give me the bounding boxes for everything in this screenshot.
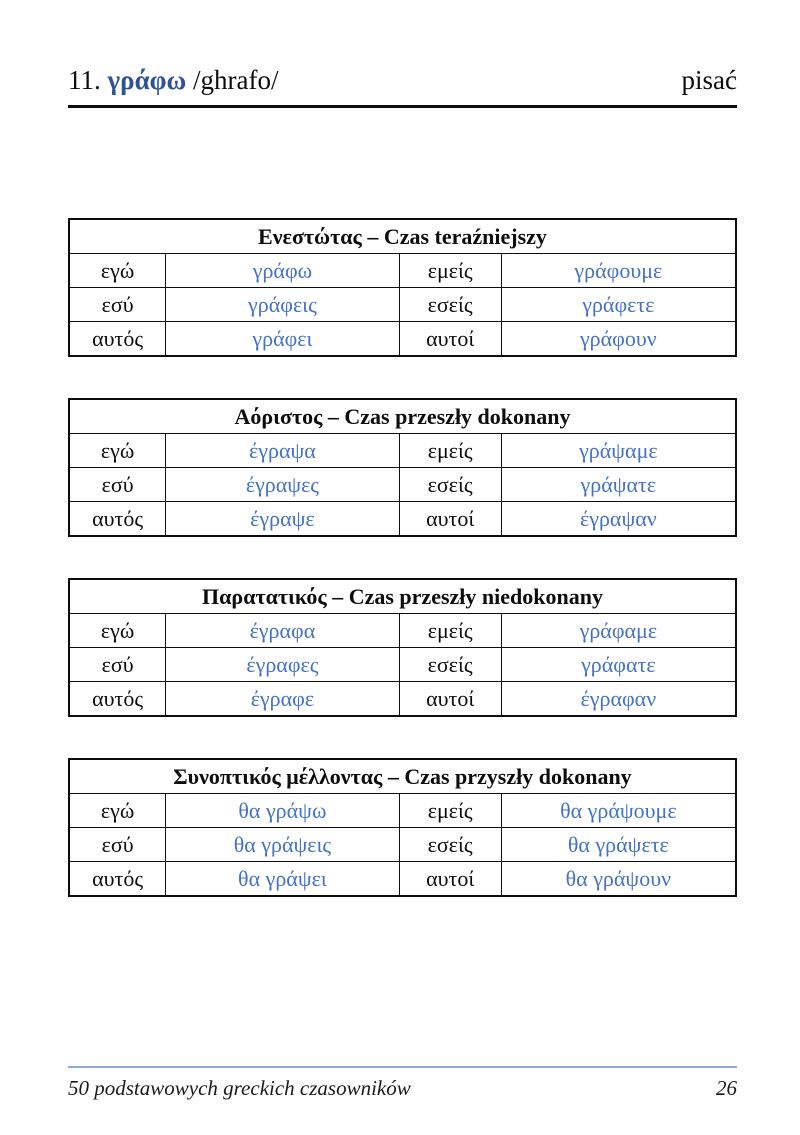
verb-cell: θα γράψεις xyxy=(165,827,400,863)
pronoun-cell: εμείς xyxy=(398,253,502,289)
table-row: εγώ θα γράψω εμείς θα γράψουμε xyxy=(68,793,737,829)
verb-cell: θα γράψουμε xyxy=(500,793,737,829)
table-title: Αόριστος – Czas przeszły dokonany xyxy=(68,398,737,435)
verb-cell: γράφετε xyxy=(500,287,737,323)
pronoun-cell: εγώ xyxy=(68,613,167,649)
verb-cell: γράφουμε xyxy=(500,253,737,289)
pronoun-cell: εσείς xyxy=(398,287,502,323)
pronoun-cell: εγώ xyxy=(68,253,167,289)
page-footer: 50 podstawowych greckich czasowników 26 xyxy=(68,1066,737,1101)
pronoun-cell: εγώ xyxy=(68,793,167,829)
verb-cell: θα γράψω xyxy=(165,793,400,829)
pronoun-cell: αυτοί xyxy=(398,681,502,717)
document-page: 11. γράφω /ghrafo/ pisać Ενεστώτας – Cza… xyxy=(68,0,737,898)
pronoun-cell: εγώ xyxy=(68,433,167,469)
pronoun-cell: αυτοί xyxy=(398,321,502,357)
conjugation-table-present: Ενεστώτας – Czas teraźniejszy εγώ γράφω … xyxy=(68,218,737,358)
pronoun-cell: εσύ xyxy=(68,287,167,323)
pronoun-cell: αυτός xyxy=(68,501,167,537)
pronoun-cell: αυτοί xyxy=(398,861,502,897)
table-row: αυτός έγραφε αυτοί έγραφαν xyxy=(68,681,737,717)
table-title-row: Παρατατικός – Czas przeszły niedokonany xyxy=(68,578,737,615)
conjugation-table-imperfect: Παρατατικός – Czas przeszły niedokonany … xyxy=(68,578,737,718)
verb-cell: γράφω xyxy=(165,253,400,289)
verb-cell: γράφουν xyxy=(500,321,737,357)
table-row: εσύ έγραφες εσείς γράφατε xyxy=(68,647,737,683)
entry-number: 11. xyxy=(68,65,101,95)
verb-cell: θα γράψετε xyxy=(500,827,737,863)
pronoun-cell: εσείς xyxy=(398,467,502,503)
footer-page-number: 26 xyxy=(716,1076,737,1100)
verb-cell: έγραψες xyxy=(165,467,400,503)
entry-verb: γράφω xyxy=(107,65,187,95)
verb-cell: έγραψε xyxy=(165,501,400,537)
table-row: εγώ έγραψα εμείς γράψαμε xyxy=(68,433,737,469)
pronoun-cell: αυτοί xyxy=(398,501,502,537)
verb-cell: έγραφε xyxy=(165,681,400,717)
verb-cell: έγραφα xyxy=(165,613,400,649)
table-row: εγώ γράφω εμείς γράφουμε xyxy=(68,253,737,289)
verb-cell: γράφατε xyxy=(500,647,737,683)
table-title-row: Αόριστος – Czas przeszły dokonany xyxy=(68,398,737,435)
table-row: εσύ έγραψες εσείς γράψατε xyxy=(68,467,737,503)
table-row: αυτός έγραψε αυτοί έγραψαν xyxy=(68,501,737,537)
pronoun-cell: εμείς xyxy=(398,433,502,469)
pronoun-cell: αυτός xyxy=(68,321,167,357)
pronoun-cell: εσύ xyxy=(68,827,167,863)
pronoun-cell: εμείς xyxy=(398,613,502,649)
conjugation-table-future: Συνοπτικός μέλλοντας – Czas przyszły dok… xyxy=(68,758,737,898)
table-title: Συνοπτικός μέλλοντας – Czas przyszły dok… xyxy=(68,758,737,795)
verb-cell: θα γράψουν xyxy=(500,861,737,897)
footer-book-title: 50 podstawowych greckich czasowników xyxy=(68,1076,411,1100)
table-title: Παρατατικός – Czas przeszły niedokonany xyxy=(68,578,737,615)
table-row: εσύ γράφεις εσείς γράφετε xyxy=(68,287,737,323)
pronoun-cell: εσύ xyxy=(68,467,167,503)
table-title-row: Ενεστώτας – Czas teraźniejszy xyxy=(68,218,737,255)
table-title: Ενεστώτας – Czas teraźniejszy xyxy=(68,218,737,255)
pronoun-cell: εσύ xyxy=(68,647,167,683)
verb-cell: έγραφες xyxy=(165,647,400,683)
verb-cell: έγραψαν xyxy=(500,501,737,537)
entry-translation: pisać xyxy=(681,65,737,95)
page-header: 11. γράφω /ghrafo/ pisać xyxy=(68,64,737,109)
verb-cell: γράψατε xyxy=(500,467,737,503)
verb-cell: γράψαμε xyxy=(500,433,737,469)
table-row: αυτός θα γράψει αυτοί θα γράψουν xyxy=(68,861,737,897)
pronoun-cell: αυτός xyxy=(68,681,167,717)
pronoun-cell: αυτός xyxy=(68,861,167,897)
verb-cell: γράφει xyxy=(165,321,400,357)
entry-transliteration: /ghrafo/ xyxy=(192,65,279,95)
table-row: εγώ έγραφα εμείς γράφαμε xyxy=(68,613,737,649)
pronoun-cell: εμείς xyxy=(398,793,502,829)
pronoun-cell: εσείς xyxy=(398,827,502,863)
verb-cell: έγραψα xyxy=(165,433,400,469)
table-row: αυτός γράφει αυτοί γράφουν xyxy=(68,321,737,357)
pronoun-cell: εσείς xyxy=(398,647,502,683)
verb-cell: γράφεις xyxy=(165,287,400,323)
table-row: εσύ θα γράψεις εσείς θα γράψετε xyxy=(68,827,737,863)
footer-divider xyxy=(68,1066,737,1068)
verb-cell: γράφαμε xyxy=(500,613,737,649)
conjugation-table-aorist: Αόριστος – Czas przeszły dokonany εγώ έγ… xyxy=(68,398,737,538)
verb-cell: έγραφαν xyxy=(500,681,737,717)
table-title-row: Συνοπτικός μέλλοντας – Czas przyszły dok… xyxy=(68,758,737,795)
entry-title: 11. γράφω /ghrafo/ xyxy=(68,64,278,96)
verb-cell: θα γράψει xyxy=(165,861,400,897)
